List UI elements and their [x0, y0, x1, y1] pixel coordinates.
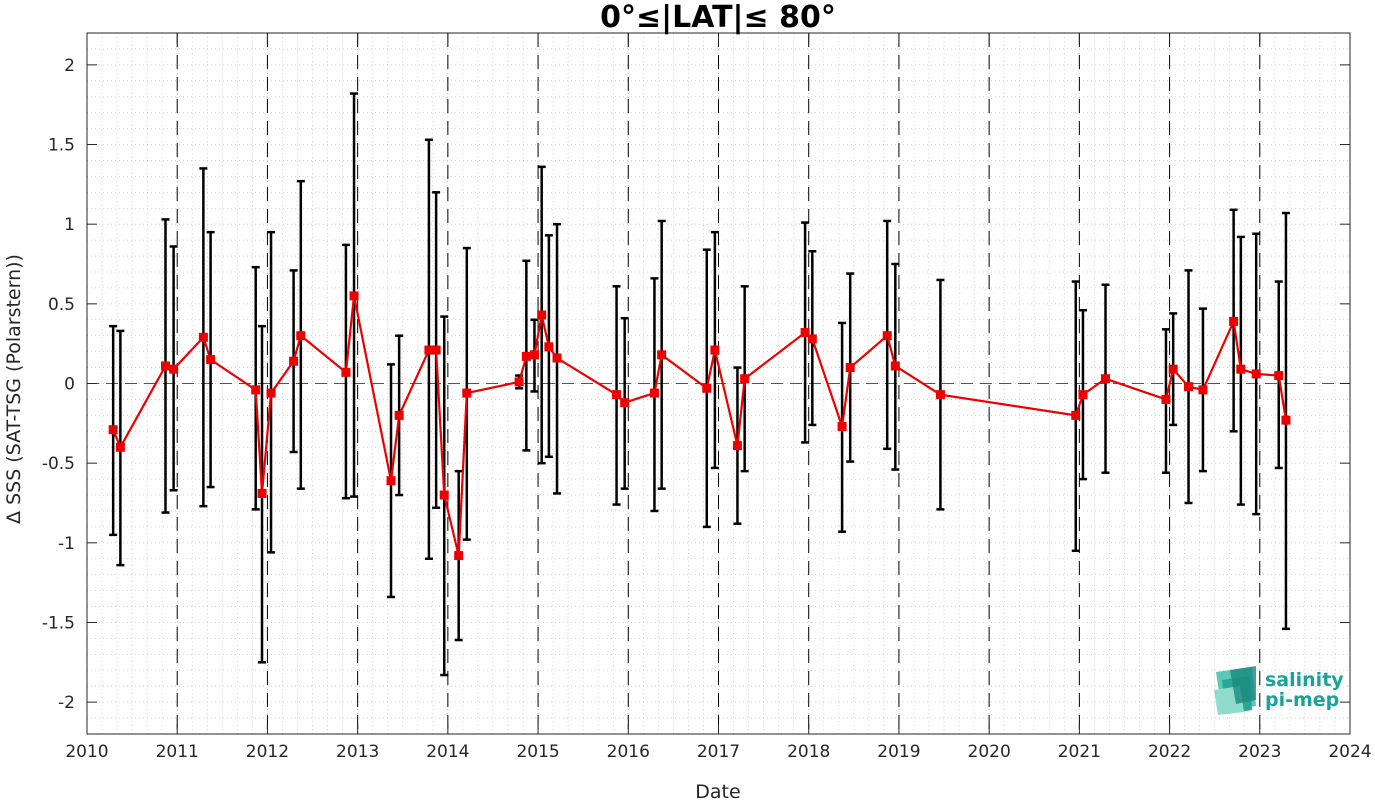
data-point-marker: [108, 425, 118, 435]
data-point-marker: [169, 364, 179, 374]
x-tick-label: 2023: [1238, 742, 1281, 762]
y-tick-label: -2: [58, 693, 75, 713]
x-axis-label: Date: [695, 781, 740, 801]
series-markers: [108, 291, 1291, 561]
y-tick-labels: -2 -1.5 -1 -0.5 0 0.5 1 1.5 2: [42, 56, 75, 713]
x-tick-label: 2014: [426, 742, 469, 762]
data-point-marker: [257, 488, 267, 498]
data-point-marker: [289, 356, 299, 366]
data-point-marker: [1161, 394, 1171, 404]
data-point-marker: [251, 385, 261, 395]
data-point-marker: [800, 328, 810, 338]
data-point-marker: [1229, 316, 1239, 326]
data-point-marker: [544, 342, 554, 352]
data-point-marker: [1078, 390, 1088, 400]
error-bars: [109, 92, 1290, 677]
x-tick-label: 2012: [246, 742, 289, 762]
data-point-marker: [439, 490, 449, 500]
x-tick-label: 2013: [336, 742, 379, 762]
x-tick-labels: 2010 2011 2012 2013 2014 2015 2016 2017 2018 2019…: [65, 742, 1371, 762]
year-divider-lines: [176, 33, 1261, 734]
data-point-marker: [890, 361, 900, 371]
logo-wave-icon: [1214, 666, 1256, 715]
data-point-marker: [1198, 385, 1208, 395]
data-point-marker: [1071, 410, 1081, 420]
data-point-marker: [296, 331, 306, 341]
data-point-marker: [1281, 415, 1291, 425]
y-tick-label: -0.5: [42, 454, 75, 474]
y-tick-label: 2: [64, 56, 75, 76]
data-point-marker: [657, 350, 667, 360]
x-tick-label: 2017: [697, 742, 740, 762]
salinity-pi-mep-logo: salinity pi-mep: [1214, 666, 1344, 715]
x-tick-label: 2016: [607, 742, 650, 762]
data-point-marker: [620, 398, 630, 408]
y-tick-label: -1.5: [42, 613, 75, 633]
chart-title: 0°≤|LAT|≤ 80°: [600, 0, 836, 35]
data-point-marker: [935, 390, 945, 400]
data-point-marker: [1236, 364, 1246, 374]
data-point-marker: [514, 377, 524, 387]
logo-text-line2: pi-mep: [1265, 689, 1339, 711]
x-tick-label: 2019: [877, 742, 920, 762]
x-tick-label: 2010: [65, 742, 108, 762]
data-point-marker: [1274, 371, 1284, 381]
data-point-marker: [1251, 369, 1261, 379]
y-tick-label: 0.5: [48, 295, 75, 315]
data-point-marker: [521, 351, 531, 361]
data-point-marker: [612, 390, 622, 400]
data-point-marker: [462, 388, 472, 398]
data-point-marker: [552, 353, 562, 363]
y-tick-label: 0: [64, 375, 75, 395]
data-point-marker: [649, 388, 659, 398]
data-point-marker: [882, 331, 892, 341]
data-point-marker: [1184, 382, 1194, 392]
data-point-marker: [206, 355, 216, 365]
x-tick-label: 2022: [1148, 742, 1191, 762]
x-tick-label: 2020: [968, 742, 1011, 762]
data-point-marker: [1101, 374, 1111, 384]
logo-text-line1: salinity: [1265, 669, 1344, 691]
data-point-marker: [732, 441, 742, 451]
x-tick-label: 2024: [1328, 742, 1371, 762]
data-point-marker: [394, 410, 404, 420]
data-point-marker: [115, 442, 125, 452]
data-point-marker: [837, 422, 847, 432]
series-line: [112, 295, 1288, 556]
x-tick-label: 2021: [1058, 742, 1101, 762]
y-tick-label: 1.5: [48, 136, 75, 156]
data-point-marker: [702, 383, 712, 393]
data-point-marker: [431, 345, 441, 355]
data-point-marker: [266, 388, 276, 398]
tick-marks: [86, 33, 1351, 734]
x-tick-label: 2018: [787, 742, 830, 762]
y-tick-label: -1: [58, 534, 75, 554]
y-axis-label: Δ SSS (SAT-TSG (Polarstern)): [3, 254, 25, 524]
x-tick-label: 2015: [516, 742, 559, 762]
data-point-marker: [349, 291, 359, 301]
y-tick-label: 1: [64, 215, 75, 235]
data-point-marker: [845, 363, 855, 373]
data-point-marker: [160, 361, 170, 371]
data-point-marker: [710, 345, 720, 355]
x-tick-label: 2011: [156, 742, 199, 762]
data-point-marker: [198, 332, 208, 342]
data-point-marker: [1168, 364, 1178, 374]
data-point-marker: [529, 350, 539, 360]
data-point-marker: [740, 374, 750, 384]
data-point-marker: [807, 334, 817, 344]
data-point-marker: [341, 367, 351, 377]
data-point-marker: [537, 310, 547, 320]
data-point-marker: [454, 551, 464, 561]
data-point-marker: [386, 476, 396, 486]
